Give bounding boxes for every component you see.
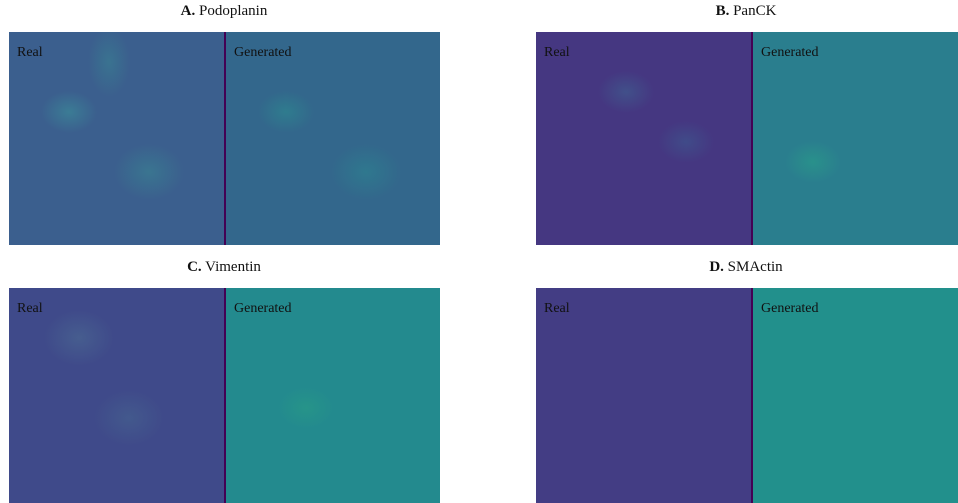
image-pair: Real Generated [9, 32, 440, 245]
figure: A. Podoplanin B. PanCK C. Vimentin D. SM… [0, 0, 958, 503]
panel-name: SMActin [728, 259, 783, 275]
generated-image: Generated [753, 288, 958, 503]
panel-name: Podoplanin [199, 3, 267, 19]
real-image: Real [536, 288, 751, 503]
image-label: Real [544, 301, 570, 317]
image-pair: Real Generated [9, 288, 440, 503]
panel-name: PanCK [733, 3, 776, 19]
panel-letter: C. [187, 259, 202, 275]
image-label: Real [17, 301, 43, 317]
panel-title: C. Vimentin [187, 259, 261, 276]
panel-letter: D. [709, 259, 724, 275]
panel-title: A. Podoplanin [181, 3, 268, 20]
image-label: Real [17, 45, 43, 61]
image-pair: Real Generated [536, 32, 958, 245]
generated-image: Generated [226, 288, 440, 503]
image-label: Generated [234, 45, 292, 61]
generated-image: Generated [753, 32, 958, 245]
panel-title: D. SMActin [709, 259, 782, 276]
generated-image: Generated [226, 32, 440, 245]
panel-title: B. PanCK [716, 3, 777, 20]
image-label: Real [544, 45, 570, 61]
image-label: Generated [234, 301, 292, 317]
real-image: Real [9, 32, 224, 245]
panel-name: Vimentin [205, 259, 261, 275]
panel-letter: B. [716, 3, 730, 19]
real-image: Real [9, 288, 224, 503]
panel-letter: A. [181, 3, 196, 19]
image-pair: Real Generated [536, 288, 958, 503]
real-image: Real [536, 32, 751, 245]
image-label: Generated [761, 45, 819, 61]
image-label: Generated [761, 301, 819, 317]
